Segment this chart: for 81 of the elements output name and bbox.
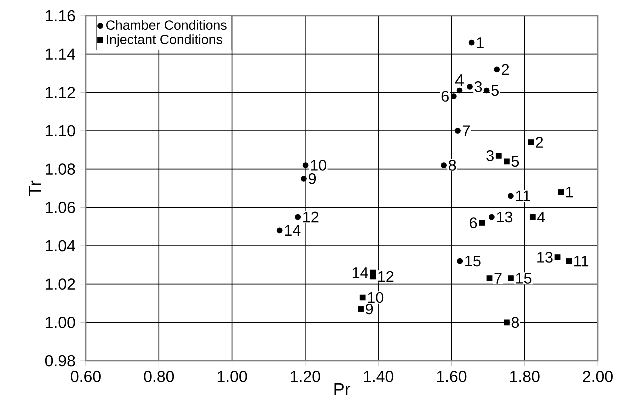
x-tick-label: 1.40 <box>364 371 394 382</box>
point <box>457 258 464 264</box>
point <box>479 220 486 226</box>
annotation: 7 <box>462 126 470 136</box>
annotation: 14 <box>352 268 368 278</box>
annotation: 12 <box>378 271 394 282</box>
annotation: 5 <box>492 85 499 96</box>
annotation: 9 <box>366 304 374 315</box>
annotation: 12 <box>304 212 319 223</box>
x-tick-label: 0.80 <box>144 371 174 382</box>
point <box>504 158 510 165</box>
annotation: 6 <box>442 91 449 102</box>
annotation: 8 <box>512 317 520 328</box>
annotation: 6 <box>470 218 478 228</box>
point <box>456 88 463 94</box>
point <box>504 320 510 326</box>
point <box>554 254 561 260</box>
y-tick-label: 0.98 <box>45 355 76 367</box>
annotation: 11 <box>516 190 530 202</box>
point <box>276 228 283 234</box>
point <box>467 84 473 90</box>
y-tick-label: 1.10 <box>46 125 76 137</box>
point <box>301 176 307 182</box>
x-tick-label: 1.60 <box>437 371 467 382</box>
x-tick-label: 2.00 <box>583 371 613 382</box>
annotation: 14 <box>285 225 301 236</box>
y-axis-title: Tr <box>29 180 41 196</box>
x-axis-title: Pr <box>334 384 350 396</box>
y-tick-label: 1.06 <box>46 202 76 214</box>
point <box>295 214 302 220</box>
y-tick-label: 1.12 <box>46 87 76 98</box>
y-tick-label: 1.00 <box>46 317 76 328</box>
point <box>486 276 493 282</box>
annotation: 4 <box>455 74 464 86</box>
annotation: 15 <box>516 273 532 284</box>
legend-label: Chamber Conditions <box>106 20 227 30</box>
point <box>468 40 475 46</box>
point <box>489 214 495 220</box>
point <box>530 214 536 220</box>
y-tick-label: 1.14 <box>46 48 76 60</box>
annotation: 3 <box>486 150 494 162</box>
annotation: 2 <box>502 64 510 76</box>
point <box>528 140 534 146</box>
point <box>370 270 376 276</box>
point <box>484 88 490 94</box>
annotation: 3 <box>474 81 482 92</box>
point <box>508 276 514 282</box>
x-tick-label: 1.00 <box>218 371 248 382</box>
annotation: 4 <box>538 212 546 223</box>
annotation: 7 <box>494 273 502 284</box>
annotation: 9 <box>308 173 316 184</box>
legend-label: Injectant Conditions <box>107 34 222 48</box>
annotation: 1 <box>477 38 484 48</box>
annotation: 10 <box>368 292 384 304</box>
y-tick-label: 1.02 <box>46 278 76 290</box>
point <box>494 66 500 73</box>
annotation: 8 <box>448 160 456 171</box>
y-tick-label: 1.04 <box>46 240 76 252</box>
y-tick-label: 1.08 <box>46 164 76 175</box>
point <box>450 94 457 100</box>
annotation: 13 <box>538 252 553 263</box>
annotation: 2 <box>536 137 544 148</box>
point <box>454 128 461 134</box>
y-tick-label: 1.16 <box>46 10 76 22</box>
x-tick-label: 1.80 <box>510 371 540 382</box>
annotation: 15 <box>466 256 481 267</box>
x-tick-label: 1.20 <box>291 371 320 382</box>
point <box>358 306 364 312</box>
point <box>360 294 366 301</box>
annotation: 1 <box>566 187 574 198</box>
x-tick-label: 0.60 <box>71 371 101 382</box>
point <box>496 152 502 159</box>
annotation: 10 <box>311 160 327 171</box>
annotation: 11 <box>574 256 589 267</box>
annotation: 5 <box>512 156 520 168</box>
point <box>508 193 514 200</box>
annotation: 13 <box>497 212 513 223</box>
point <box>558 189 564 196</box>
point <box>441 162 447 168</box>
point <box>302 162 309 168</box>
point <box>566 258 572 264</box>
